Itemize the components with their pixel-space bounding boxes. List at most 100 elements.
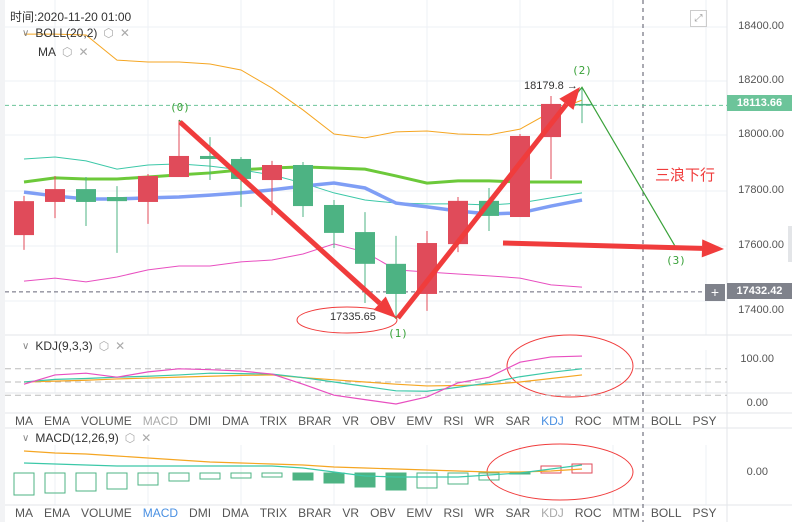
kdj-tick: 100.00 [740,353,774,365]
tab-volume[interactable]: VOLUME [81,506,132,520]
candle-body [45,189,65,202]
indicator-tabs-row-1: MA EMA VOLUME MACD DMI DMA TRIX BRAR VR OBV EMV RSI… [15,414,717,428]
boll-lower-line [23,243,583,288]
current-price-tag: 18113.66 [727,95,792,111]
kdj-highlight-ellipse [506,334,634,398]
boll-label: BOLL(20,2) [35,26,98,40]
kdj-tick: 0.00 [746,397,768,409]
tab-ma[interactable]: MA [15,506,33,520]
indicator-tabs-row-2: MA EMA VOLUME MACD DMI DMA TRIX BRAR VR OBV EMV RSI… [15,506,717,520]
right-panel-toggle[interactable] [788,226,792,262]
tab-trix[interactable]: TRIX [259,414,288,428]
macd-indicator-legend: ∨ MACD(12,26,9) ⬡ ✕ [22,431,151,445]
up-arrow-head [559,87,580,110]
tab-volume[interactable]: VOLUME [81,414,132,428]
expand-icon[interactable]: ⤢ [690,10,707,27]
macd-label: MACD(12,26,9) [35,431,119,445]
tab-rsi[interactable]: RSI [443,414,464,428]
tab-obv[interactable]: OBV [370,414,396,428]
tab-wr[interactable]: WR [474,414,495,428]
settings-icon[interactable]: ⬡ [62,45,73,59]
tab-vr[interactable]: VR [342,414,360,428]
tab-dma[interactable]: DMA [222,414,249,428]
annotation-three-wave-down: 三浪下行 [655,167,716,184]
tab-emv[interactable]: EMV [406,414,433,428]
price-tick: 18000.00 [738,128,784,140]
left-scrollbar[interactable] [0,0,5,522]
macd-histogram-bar [44,472,66,494]
tab-roc[interactable]: ROC [574,506,602,520]
wave-label-0: (0) [170,101,190,114]
tab-ma[interactable]: MA [15,414,33,428]
tab-brar[interactable]: BRAR [298,506,332,520]
macd-histogram-bar [540,465,562,474]
chevron-down-icon[interactable]: ∨ [22,432,30,444]
candle-body [76,189,96,202]
tab-psy[interactable]: PSY [692,506,717,520]
macd-histogram-bar [416,472,438,489]
close-icon[interactable]: ✕ [78,45,89,59]
macd-dif-line [23,462,583,478]
settings-icon[interactable]: ⬡ [124,431,136,445]
wave-label-3: (3) [666,254,686,267]
price-tick: 18400.00 [738,20,784,32]
macd-histogram-bar [13,472,35,496]
tab-emv[interactable]: EMV [406,506,433,520]
macd-histogram-bar [168,472,190,482]
tab-roc[interactable]: ROC [574,414,602,428]
ma-label: MA [38,45,56,59]
tab-dmi[interactable]: DMI [189,506,212,520]
tab-mtm[interactable]: MTM [612,414,640,428]
tab-mtm[interactable]: MTM [612,506,640,520]
tab-vr[interactable]: VR [342,506,360,520]
tab-dma[interactable]: DMA [222,506,249,520]
chevron-down-icon[interactable]: ∨ [22,27,30,39]
tab-brar[interactable]: BRAR [298,414,332,428]
macd-histogram-bar [571,463,593,474]
crosshair-price-tag: 17432.42 [727,283,792,299]
close-icon[interactable]: ✕ [115,339,126,353]
tab-dmi[interactable]: DMI [189,414,212,428]
macd-histogram-bar [447,472,469,485]
add-alert-plus-button[interactable]: + [705,284,725,301]
tab-macd[interactable]: MACD [142,414,179,428]
tab-boll[interactable]: BOLL [650,506,682,520]
tab-boll[interactable]: BOLL [650,414,682,428]
tab-ema[interactable]: EMA [44,414,71,428]
tab-macd[interactable]: MACD [142,506,179,520]
tab-rsi[interactable]: RSI [443,506,464,520]
price-tick: 17800.00 [738,184,784,196]
candle-body [138,175,158,202]
tab-ema[interactable]: EMA [44,506,71,520]
tab-sar[interactable]: SAR [505,506,531,520]
chevron-down-icon[interactable]: ∨ [22,340,30,352]
tab-trix[interactable]: TRIX [259,506,288,520]
tab-psy[interactable]: PSY [692,414,717,428]
tab-kdj[interactable]: KDJ [541,506,564,520]
settings-icon[interactable]: ⬡ [103,26,114,40]
candle-body [14,201,34,236]
close-icon[interactable]: ✕ [141,431,152,445]
macd-histogram-bar [75,472,97,492]
macd-histogram-bar [323,472,345,484]
low-highlight-ellipse [296,306,398,334]
macd-histogram-bar [137,472,159,486]
close-icon[interactable]: ✕ [119,26,130,40]
settings-icon[interactable]: ⬡ [98,339,110,353]
right-arrow-shaft [502,240,703,251]
candle-body [107,197,127,202]
kdj-label: KDJ(9,3,3) [35,339,93,353]
wave-label-1: (1) [388,327,408,340]
price-tick: 17400.00 [738,304,784,316]
price-tick: 18200.00 [738,74,784,86]
macd-histogram-bar [106,472,128,490]
macd-histogram-bar [230,472,252,479]
price-tick: 17600.00 [738,239,784,251]
down-arrow-head [373,296,396,318]
tab-sar[interactable]: SAR [505,414,531,428]
kdj-j-line [23,355,583,405]
tab-wr[interactable]: WR [474,506,495,520]
tab-kdj[interactable]: KDJ [541,414,564,428]
tab-obv[interactable]: OBV [370,506,396,520]
